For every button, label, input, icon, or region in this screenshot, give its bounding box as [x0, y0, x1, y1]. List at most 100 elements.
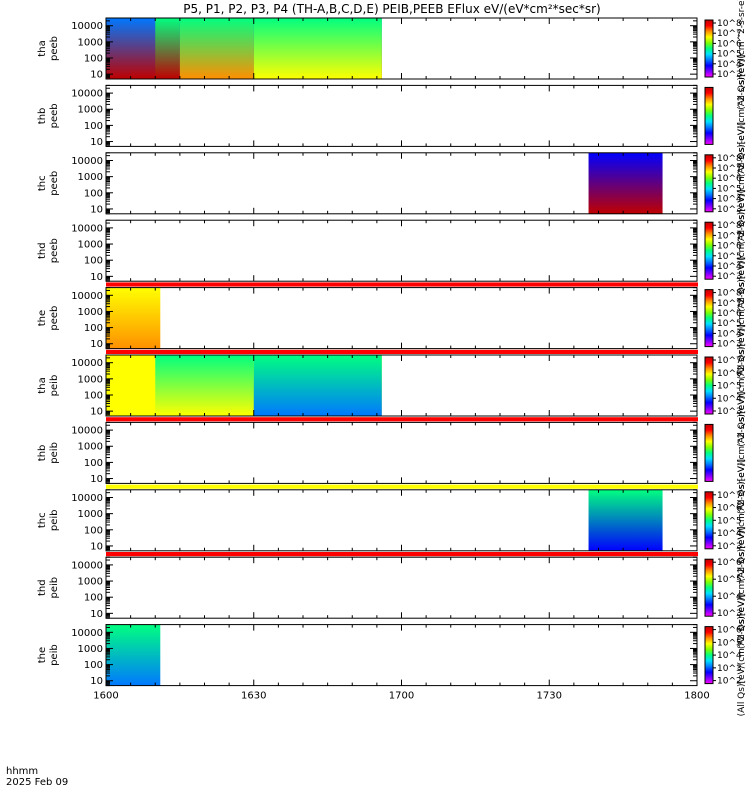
panel-the-peib: 10000 1000 100 10 the peib 10^6 10^5 10^4 10^3 10^…	[37, 594, 747, 717]
colorbar	[704, 19, 714, 78]
y-tick-label: 1000	[78, 577, 103, 588]
chart-title: P5, P1, P2, P3, P4 (TH-A,B,C,D,E) PEIB,P…	[183, 2, 600, 16]
colorbar-tick-label: 10^7	[717, 29, 742, 39]
colorbar-tick-label: 10^5	[717, 252, 742, 262]
colorbar-tick-label: 10^3	[717, 340, 742, 350]
panel-label-probe: thc	[37, 175, 48, 191]
x-axis: 1600 1630 1700 1730 1800	[93, 691, 709, 702]
colorbar-title: (All Qs)[eV/(cm^2-s-sr-eV)]	[737, 392, 747, 515]
y-tick-label: 100	[84, 593, 103, 604]
colorbar-tick-label: 10^2	[717, 677, 742, 687]
colorbar-tick-label: 10^4	[717, 651, 742, 661]
colorbar-title: (All Qs)[eV/(cm^2-s-sr-eV)]	[737, 55, 747, 178]
x-axis-label-date: 2025 Feb 09	[6, 777, 68, 788]
spectrogram-segment	[155, 18, 180, 79]
x-tick-label: 1700	[389, 691, 414, 702]
y-tick-label: 10000	[71, 156, 103, 167]
colorbar-tick-label: 10^7	[717, 231, 742, 241]
y-tick-label: 10	[90, 137, 103, 148]
y-tick-label: 10	[90, 70, 103, 81]
colorbar-tick-label: 10^3	[717, 407, 742, 417]
y-tick-label: 10000	[71, 291, 103, 302]
colorbar-tick-label: 10^7	[717, 299, 742, 309]
colorbar-tick-label: 10^4	[717, 60, 742, 70]
panel-label-probe: thc	[37, 512, 48, 528]
spectrogram-segment	[253, 18, 382, 79]
colorbar-title: (All Qs)[eV/(cm^2-s-sr-eV)]	[737, 594, 747, 717]
panel-label-product: peib	[49, 577, 60, 599]
colorbar-title: (All Qs)[eV/(cm^2-s-sr-eV)]	[737, 526, 747, 649]
y-tick-label: 100	[84, 188, 103, 199]
panel-label-product: peib	[49, 644, 60, 666]
panel-thb-peib: 10000 1000 100 10 thb peib (All Qs)[eV/(cm^2-s…	[37, 392, 747, 515]
colorbar-tick-label: 10^8	[717, 221, 742, 231]
colorbar	[704, 626, 714, 685]
colorbar-title: (All Qs)[eV/(cm^2-s-sr-eV)]	[737, 459, 747, 582]
colorbar-tick-label: 10^4	[717, 394, 742, 404]
y-tick-label: 100	[84, 390, 103, 401]
colorbar-tick-label: 10^8	[717, 19, 742, 29]
y-tick-label: 1000	[78, 37, 103, 48]
panel-label-product: peeb	[49, 36, 60, 61]
colorbar-tick-label: 10^3	[717, 205, 742, 215]
y-tick-label: 1000	[78, 644, 103, 655]
colorbar-tick-label: 10^6	[717, 558, 742, 568]
panel-label-probe: thd	[37, 242, 48, 259]
colorbar-tick-label: 10^3	[717, 542, 742, 552]
panel-thb-peeb: 10000 1000 100 10 thb peeb (All Qs)[eV/(cm^2-s…	[37, 55, 747, 178]
colorbar-title: (All Qs)[eV/(cm^2-s-sr-eV)]	[737, 257, 747, 380]
y-tick-label: 10	[90, 339, 103, 350]
y-tick-label: 10	[90, 609, 103, 620]
colorbar-tick-label: 10^5	[717, 382, 742, 392]
y-tick-label: 10	[90, 407, 103, 418]
spectrogram-segment	[155, 355, 254, 416]
colorbar-title: (All Qs)[eV/(cm^2-s-sr-eV)]	[737, 324, 747, 447]
spectrogram-segment	[106, 287, 161, 349]
panel-label-probe: the	[37, 310, 48, 326]
colorbar-tick-label: 10^5	[717, 575, 742, 585]
x-tick-label: 1600	[93, 691, 118, 702]
y-tick-label: 1000	[78, 442, 103, 453]
panel-frame	[105, 556, 698, 619]
panel-frame	[105, 624, 698, 687]
panel-label-product: peib	[49, 442, 60, 464]
spectrogram-segment	[253, 355, 382, 416]
panel-label-product: peib	[49, 375, 60, 397]
spectrogram-segment	[106, 18, 156, 79]
colorbar-tick-label: 10^7	[717, 491, 742, 501]
y-tick-label: 1000	[78, 509, 103, 520]
panel-label-probe: thb	[37, 108, 48, 125]
y-tick-label: 10000	[71, 223, 103, 234]
status-bar	[106, 484, 698, 489]
y-tick-label: 1000	[78, 374, 103, 385]
panel-label-product: peeb	[49, 238, 60, 263]
y-tick-label: 10000	[71, 493, 103, 504]
colorbar-tick-label: 10^4	[717, 195, 742, 205]
status-bar	[106, 417, 698, 422]
panel-frame	[105, 84, 698, 147]
colorbar-tick-label: 10^7	[717, 356, 742, 366]
colorbar	[704, 423, 714, 482]
y-tick-label: 100	[84, 660, 103, 671]
y-tick-label: 1000	[78, 172, 103, 183]
y-tick-label: 10000	[71, 426, 103, 437]
colorbar	[704, 221, 714, 280]
panel-thd-peib: 10000 1000 100 10 thd peib 10^6 10^5 10^4 10^3(Al…	[37, 526, 747, 649]
colorbar	[704, 558, 714, 617]
colorbar	[704, 154, 714, 213]
panel-label-probe: tha	[37, 40, 48, 56]
spectrogram-segment	[588, 152, 663, 214]
panel-frame	[105, 219, 698, 282]
panel-label-probe: thd	[37, 579, 48, 596]
y-tick-label: 1000	[78, 307, 103, 318]
colorbar-tick-label: 10^4	[717, 329, 742, 339]
y-tick-label: 1000	[78, 240, 103, 251]
x-tick-label: 1800	[684, 691, 709, 702]
spectrogram-segment	[106, 355, 156, 416]
